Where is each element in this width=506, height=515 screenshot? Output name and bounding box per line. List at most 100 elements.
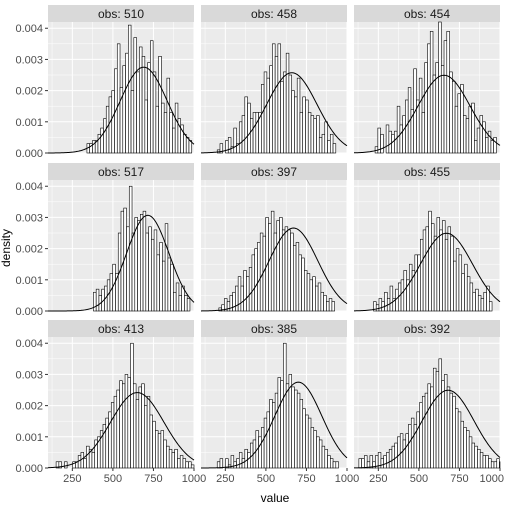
histogram-bar [157,255,160,311]
histogram-bar [134,38,137,153]
histogram-bar [147,396,150,468]
histogram-bar [439,359,442,468]
histogram-bar [299,255,302,311]
histogram-bar [184,295,187,311]
facet-strip-label: obs: 385 [251,322,297,336]
histogram-bar [263,236,266,311]
x-tick-label: 250 [216,473,234,485]
histogram-bar [463,116,466,153]
histogram-bar [103,119,106,153]
y-tick-label: 0.003 [15,54,43,66]
histogram-bar [288,230,291,311]
histogram-bar [122,384,125,468]
histogram-bar [161,431,164,468]
histogram-bar [264,72,267,153]
histogram-bar [483,456,486,468]
histogram-bar [311,116,314,153]
histogram-bar [431,387,434,468]
histogram-bar [466,431,469,468]
histogram-bar [127,227,130,311]
histogram-bar [172,452,175,468]
histogram-bar [481,299,484,311]
histogram-bar [158,434,161,468]
histogram-bar [139,387,142,468]
histogram-bar [325,449,328,468]
histogram-bar [166,446,169,468]
histogram-bar [376,305,379,311]
histogram-bar [491,462,494,468]
histogram-bar [494,462,497,468]
histogram-bar [175,103,178,153]
histogram-bar [447,387,450,468]
histogram-bar [467,277,470,311]
histogram-bar [155,431,158,468]
histogram-bar [294,97,297,153]
histogram-bar [171,264,174,311]
histogram-bar [326,302,329,311]
histogram-bar [430,31,433,153]
histogram-bar [464,427,467,468]
histogram-bar [161,103,164,153]
histogram-bar [283,343,286,468]
histogram-bar [297,393,300,468]
histogram-bar [476,289,479,311]
histogram-bar [165,224,168,311]
histogram-bar [169,449,172,468]
histogram-bar [248,452,251,468]
histogram-bar [285,227,288,311]
histogram-bar [101,128,104,153]
histogram-bar [281,81,284,153]
histogram-bar [92,452,95,468]
histogram-bar [313,277,316,311]
histogram-bar [445,239,448,311]
histogram-bar [332,302,335,311]
histogram-bar [311,427,314,468]
histogram-bar [419,78,422,153]
histogram-bar [315,286,318,311]
histogram-bar [485,137,488,153]
histogram-bar [153,421,156,468]
x-tick-label: 500 [104,473,122,485]
histogram-bar [450,393,453,468]
histogram-bar [260,233,263,311]
histogram-bar [458,94,461,153]
histogram-bar [426,227,429,311]
y-tick-label: 0.000 [15,148,43,160]
histogram-bar [429,211,432,311]
x-tick-label: 500 [257,473,275,485]
histogram-bar [406,434,409,468]
histogram-bar [328,141,331,153]
histogram-bar [450,72,453,153]
x-tick-label: 250 [63,473,81,485]
histogram-bar [261,84,264,153]
histogram-bar [278,378,281,468]
histogram-bar [427,44,430,153]
histogram-bar [145,100,148,153]
histogram-bar [142,384,145,468]
histogram-bar [472,443,475,468]
y-tick-label: 0.002 [15,86,43,98]
histogram-bar [281,381,284,468]
histogram-bar [478,295,481,311]
histogram-bar [379,299,382,311]
histogram-bar [322,134,325,153]
histogram-bar [447,31,450,153]
histogram-bar [425,393,428,468]
facet-strip-label: obs: 413 [98,322,144,336]
histogram-bar [132,233,135,311]
histogram-bar [123,66,126,153]
histogram-bar [136,399,139,468]
histogram-bar [297,78,300,153]
histogram-bar [370,456,373,468]
histogram-bar [188,462,191,468]
histogram-bar [139,47,142,153]
histogram-bar [423,230,426,311]
y-tick-label: 0.003 [15,369,43,381]
histogram-bar [319,137,322,153]
histogram-bar [78,456,81,468]
histogram-bar [305,415,308,468]
histogram-bar [455,106,458,153]
